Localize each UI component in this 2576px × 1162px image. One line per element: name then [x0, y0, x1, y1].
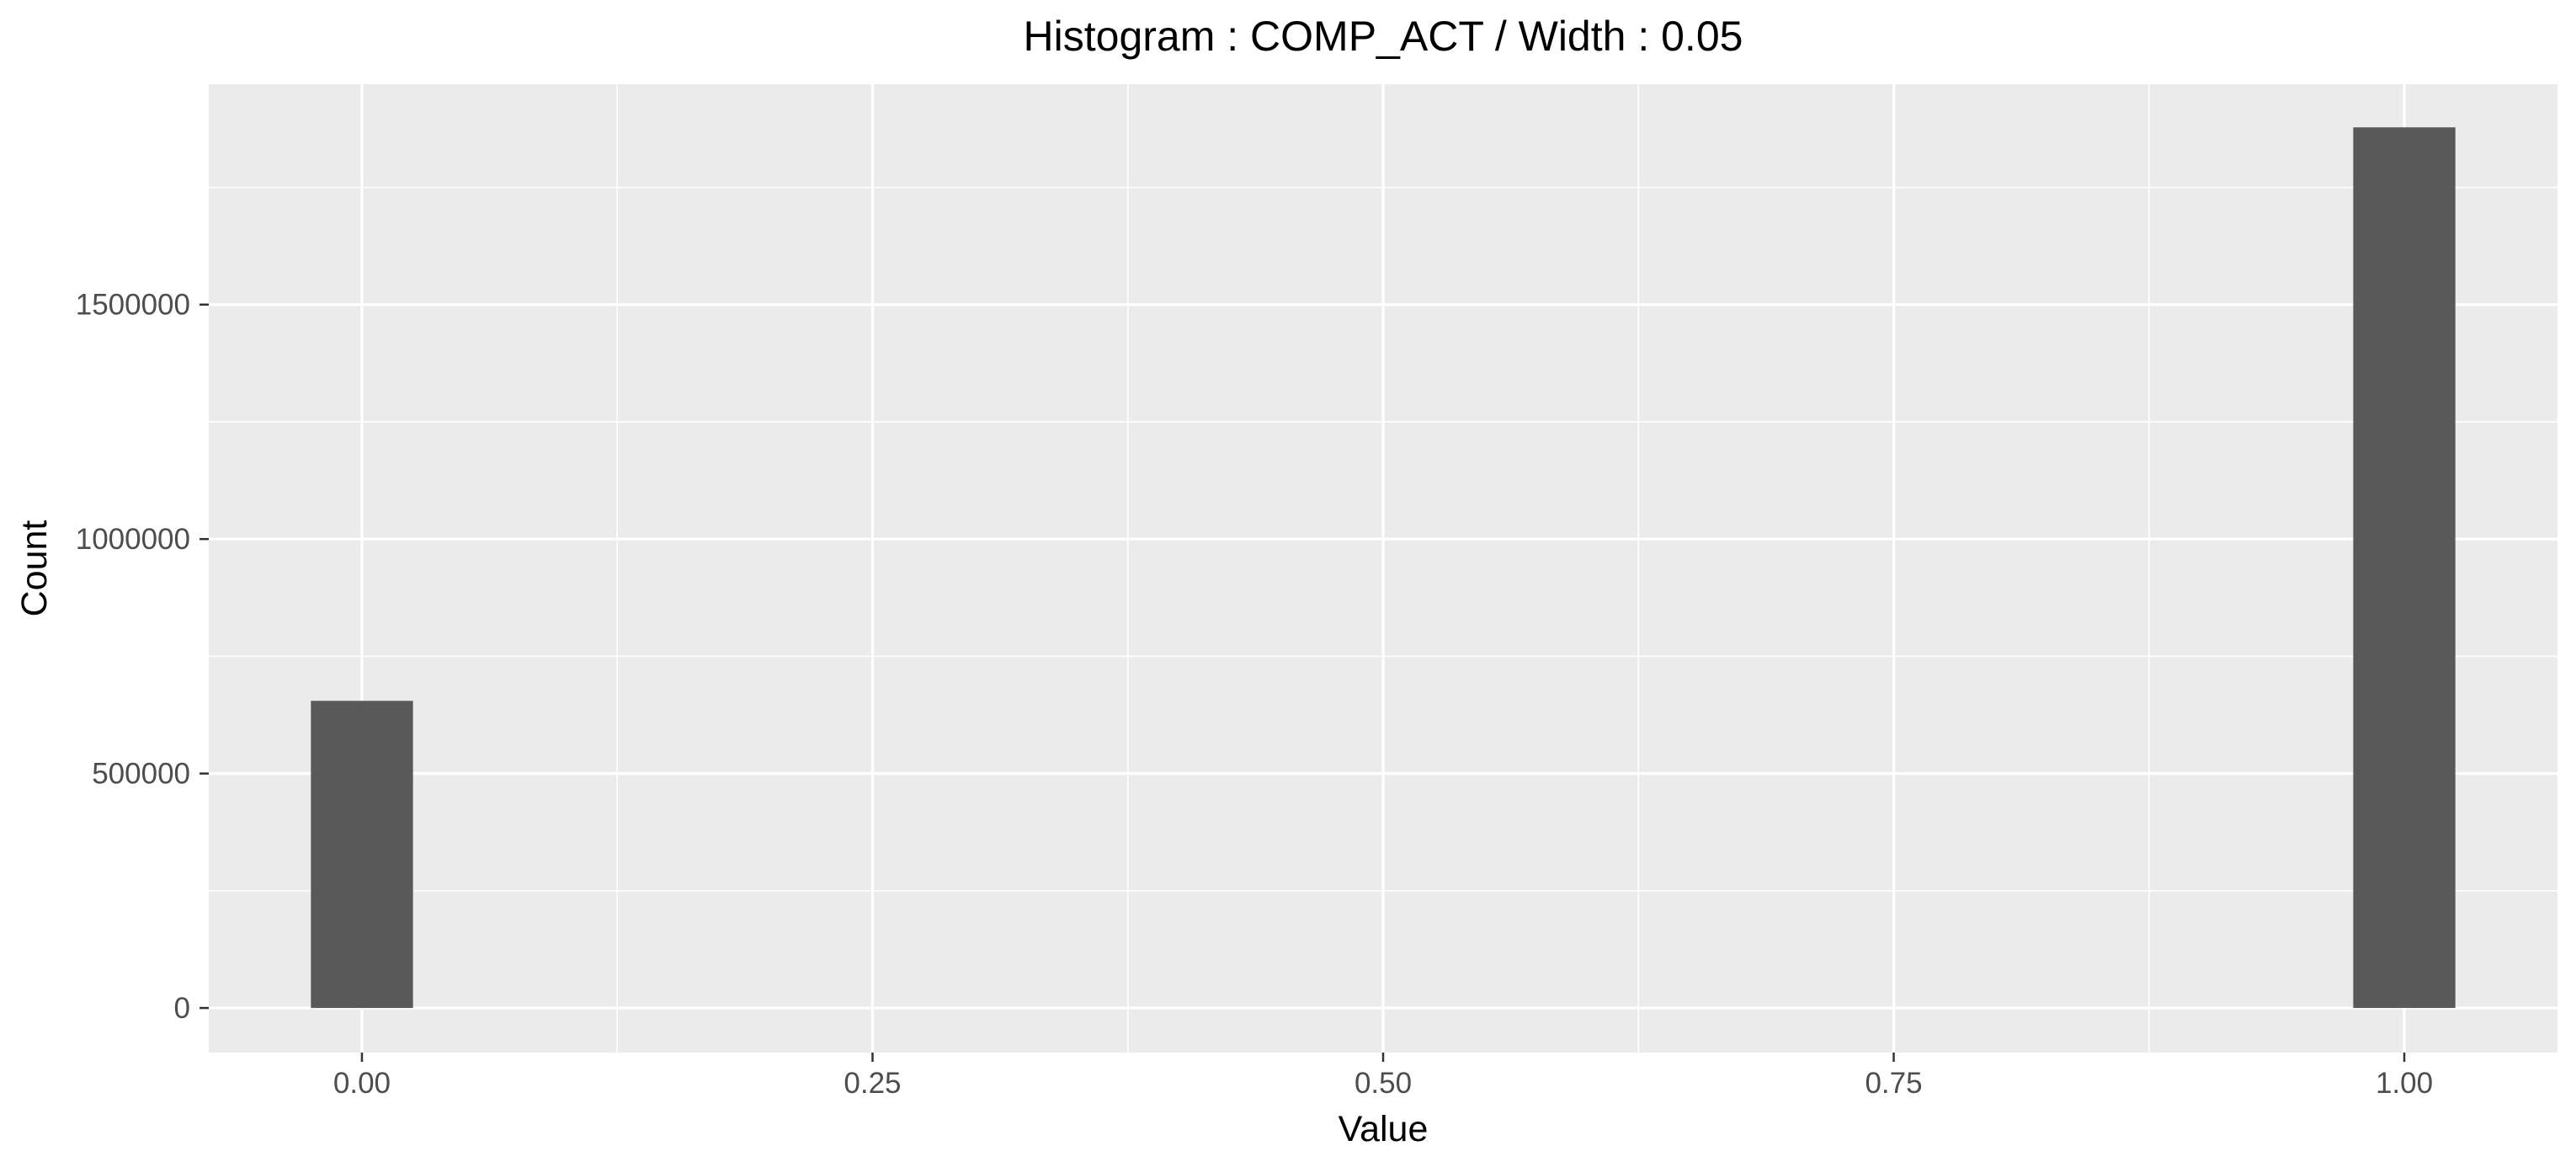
x-tick-label: 0.00: [333, 1067, 391, 1100]
histogram-bar: [2353, 127, 2456, 1009]
y-tick-label: 0: [174, 992, 190, 1025]
y-axis-title: Count: [14, 520, 55, 617]
x-axis-title: Value: [1339, 1109, 1429, 1149]
x-tick-label: 0.25: [844, 1067, 901, 1100]
major-gridlines: [209, 84, 2557, 1053]
histogram-bar: [311, 701, 413, 1009]
x-tick-label: 0.75: [1865, 1067, 1922, 1100]
y-axis: 0 500000 1000000 1500000: [76, 289, 209, 1025]
y-tick-label: 1000000: [76, 523, 190, 556]
histogram-bars: [311, 127, 2456, 1009]
x-tick-label: 1.00: [2376, 1067, 2433, 1100]
x-axis: 0.00 0.25 0.50 0.75 1.00: [333, 1053, 2433, 1100]
x-tick-label: 0.50: [1355, 1067, 1412, 1100]
chart-title: Histogram : COMP_ACT / Width : 0.05: [1024, 13, 1743, 60]
y-tick-label: 500000: [92, 758, 190, 791]
y-tick-label: 1500000: [76, 289, 190, 322]
